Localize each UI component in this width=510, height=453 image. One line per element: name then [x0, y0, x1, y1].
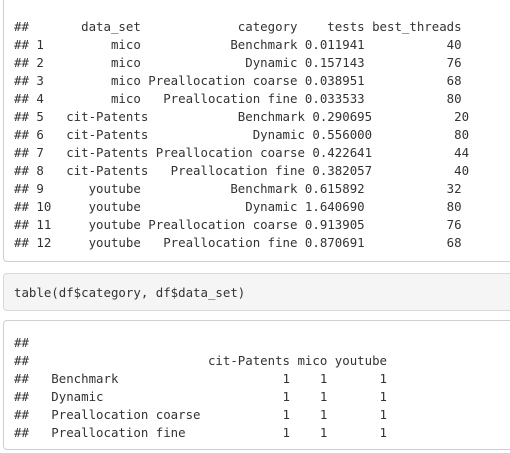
- output-line: ## 5 cit-Patents Benchmark 0.290695 20: [14, 109, 470, 124]
- code-block[interactable]: table(df$category, df$data_set): [3, 273, 510, 311]
- output-line: ## cit-Patents mico youtube: [14, 353, 387, 368]
- output-line: ## 11 youtube Preallocation coarse 0.913…: [14, 217, 462, 232]
- data-frame-output: ## data_set category tests best_threads …: [14, 18, 469, 252]
- output-line: ## 1 mico Benchmark 0.011941 40: [14, 37, 462, 52]
- output-block-table: ## ## cit-Patents mico youtube ## Benchm…: [3, 320, 510, 450]
- output-line: ## 4 mico Preallocation fine 0.033533 80: [14, 91, 462, 106]
- output-line: ## 6 cit-Patents Dynamic 0.556000 80: [14, 127, 470, 142]
- table-output: ## ## cit-Patents mico youtube ## Benchm…: [14, 334, 387, 442]
- output-line: ## 10 youtube Dynamic 1.640690 80: [14, 199, 462, 214]
- output-line: ## 9 youtube Benchmark 0.615892 32: [14, 181, 462, 196]
- output-line: ## 2 mico Dynamic 0.157143 76: [14, 55, 462, 70]
- output-line: ##: [14, 335, 29, 350]
- output-line: ## Preallocation coarse 1 1 1: [14, 407, 387, 422]
- output-line: ## Dynamic 1 1 1: [14, 389, 387, 404]
- output-line: ## 3 mico Preallocation coarse 0.038951 …: [14, 73, 462, 88]
- output-line: ## 7 cit-Patents Preallocation coarse 0.…: [14, 145, 470, 160]
- code-line[interactable]: table(df$category, df$data_set): [14, 285, 246, 300]
- output-line: ## 12 youtube Preallocation fine 0.87069…: [14, 235, 462, 250]
- output-line: ## data_set category tests best_threads: [14, 19, 462, 34]
- output-line: ## Preallocation fine 1 1 1: [14, 425, 387, 440]
- output-block-data-frame: ## data_set category tests best_threads …: [3, 0, 510, 262]
- output-line: ## 8 cit-Patents Preallocation fine 0.38…: [14, 163, 470, 178]
- output-line: ## Benchmark 1 1 1: [14, 371, 387, 386]
